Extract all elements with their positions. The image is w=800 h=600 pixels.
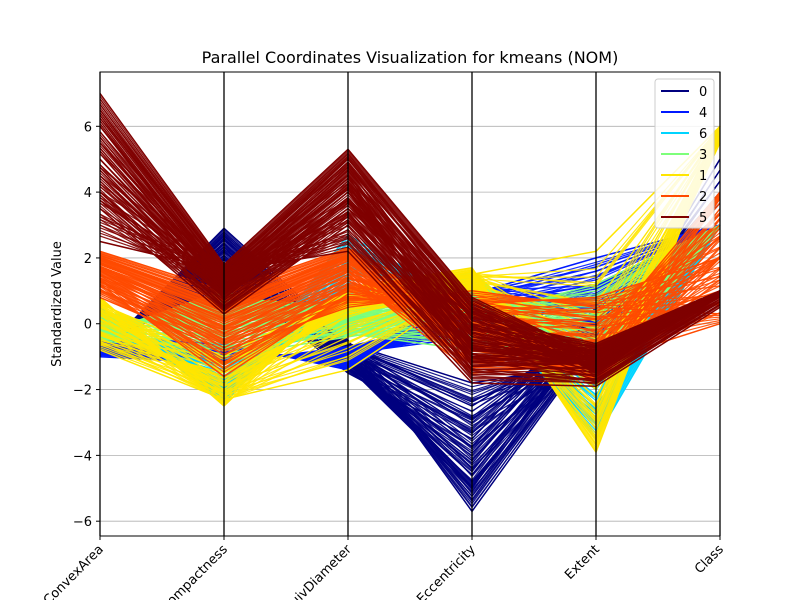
ytick-label: 2 <box>84 252 92 267</box>
series-5-line <box>99 224 721 373</box>
series-5-profile <box>99 158 721 368</box>
x-tick-labels: ConvexArea Compactness EquivDiameter Eccent… <box>41 536 727 600</box>
xtick-label: Class <box>692 542 727 577</box>
xtick-label: Extent <box>562 542 603 583</box>
ytick-label: −6 <box>73 515 92 530</box>
xtick-label: EquivDiameter <box>276 542 355 600</box>
xtick-label: Compactness <box>158 542 231 600</box>
series-5-line <box>99 136 721 361</box>
plot-frame <box>99 71 721 537</box>
legend-label-5: 5 <box>699 211 707 226</box>
series-lines-layer <box>99 92 721 513</box>
legend-label-0: 0 <box>699 85 707 100</box>
series-5-profile <box>99 92 721 358</box>
series-5 <box>99 92 721 388</box>
series-5-profile <box>99 191 721 345</box>
series-5-line <box>99 180 721 348</box>
y-tick-labels: −6 −4 −2 0 2 4 6 <box>73 120 100 530</box>
series-5-profile <box>99 208 721 358</box>
ytick-label: 4 <box>84 186 92 201</box>
series-5-line <box>99 194 721 359</box>
ytick-label: −4 <box>73 449 92 464</box>
y-axis-label: Standardized Value <box>50 241 65 367</box>
legend-label-1: 1 <box>699 169 707 184</box>
series-5-line <box>99 208 721 359</box>
series-5-profile <box>99 109 721 374</box>
legend-label-3: 3 <box>699 148 707 163</box>
series-5-line <box>99 202 721 380</box>
legend-label-6: 6 <box>699 127 707 142</box>
ytick-label: 6 <box>84 120 92 135</box>
ytick-label: −2 <box>73 384 92 399</box>
legend-label-4: 4 <box>699 106 707 121</box>
chart-title: Parallel Coordinates Visualization for k… <box>202 48 619 67</box>
series-5-profile <box>99 240 721 388</box>
ytick-label: 0 <box>84 318 92 333</box>
series-5-line <box>99 180 721 361</box>
xtick-label: ConvexArea <box>41 542 107 600</box>
series-5-line <box>99 224 721 371</box>
legend-label-2: 2 <box>699 190 707 205</box>
legend: 0 4 6 3 1 2 5 <box>654 78 715 229</box>
series-5-profile <box>99 125 721 368</box>
xtick-label: Eccentricity <box>414 542 479 600</box>
